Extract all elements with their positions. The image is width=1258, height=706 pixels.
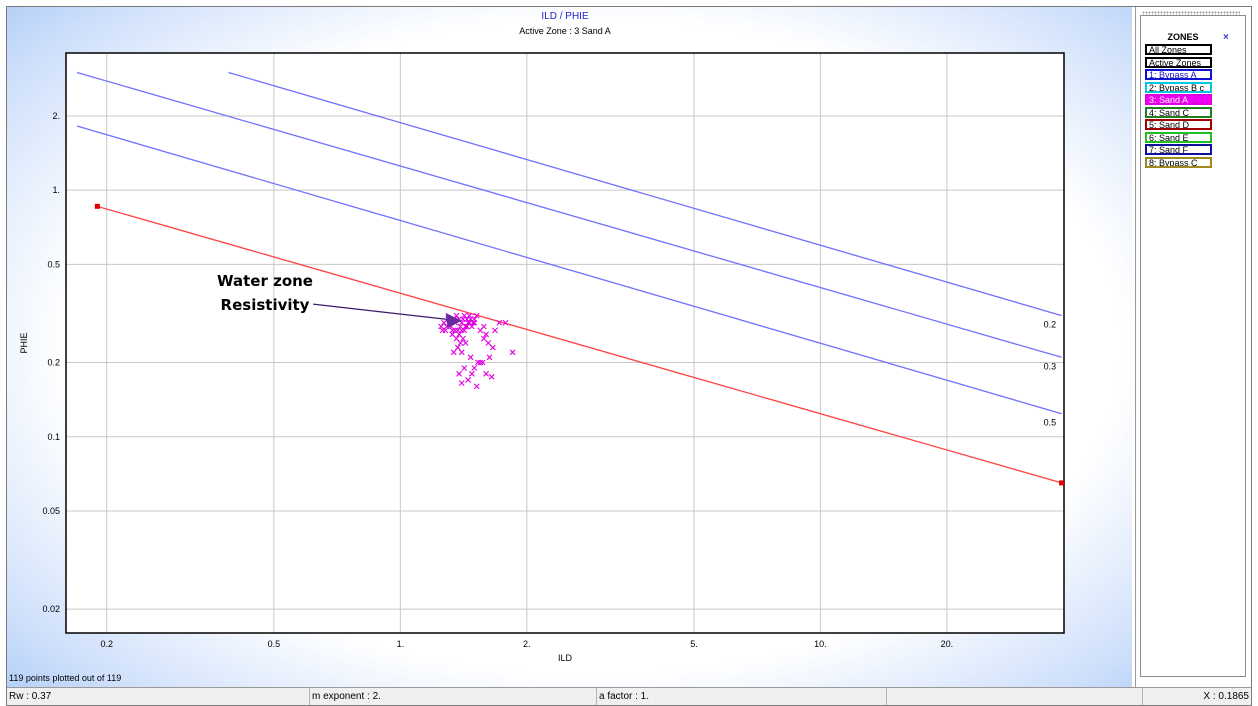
saturation-line-label: 0.5 xyxy=(1044,418,1057,428)
scatter-point xyxy=(453,335,460,342)
saturation-line-label: 0.2 xyxy=(1044,320,1057,330)
x-tick-label: 0.2 xyxy=(100,639,113,649)
scatter-point xyxy=(489,344,496,351)
scatter-point xyxy=(450,349,457,356)
annotation-line-2: Resistivity xyxy=(220,296,310,314)
plot-background xyxy=(66,53,1064,633)
zones-title: ZONES xyxy=(1167,32,1199,42)
chart-subtitle: Active Zone : 3 Sand A xyxy=(519,26,611,36)
m-exponent-status: m exponent : 2. xyxy=(310,688,597,705)
scatter-point xyxy=(488,373,495,380)
empty-status xyxy=(887,688,1143,705)
scatter-point xyxy=(461,365,468,371)
x-tick-label: 20. xyxy=(941,639,954,649)
scatter-point xyxy=(458,349,465,356)
scatter-point xyxy=(461,312,468,319)
scatter-point xyxy=(509,349,516,356)
scatter-point xyxy=(463,323,470,330)
scatter-point xyxy=(480,335,487,342)
x-tick-label: 10. xyxy=(814,639,827,649)
scatter-point xyxy=(462,340,469,346)
scatter-point xyxy=(485,340,492,346)
x-axis-label: ILD xyxy=(558,653,573,663)
y-axis-label: PHIE xyxy=(19,332,29,353)
scatter-point xyxy=(483,331,489,338)
status-bar: Rw : 0.37 m exponent : 2. a factor : 1. … xyxy=(7,687,1251,705)
zone-button[interactable]: 5: Sand D xyxy=(1145,119,1212,130)
zone-button[interactable]: 3: Sand A xyxy=(1145,94,1212,105)
scatter-point xyxy=(461,327,468,334)
zone-button[interactable]: 7: Sand F xyxy=(1145,144,1212,155)
y-tick-label: 1. xyxy=(52,185,60,195)
scatter-point xyxy=(456,370,462,377)
scatter-point xyxy=(473,383,480,390)
zone-button[interactable]: 8: Bypass C xyxy=(1145,156,1212,168)
scatter-point xyxy=(480,323,487,330)
x-tick-label: 5. xyxy=(690,639,698,649)
close-icon[interactable]: × xyxy=(1223,32,1229,43)
water-line-handle xyxy=(94,203,100,209)
saturation-line-0.3 xyxy=(76,71,1062,358)
water-line xyxy=(97,205,1062,484)
scatter-point xyxy=(479,359,486,366)
y-tick-label: 0.05 xyxy=(42,506,60,516)
plot-area[interactable]: 0.2 0.5 1. 2. 5. 10. 20. 0.02 0.05 0.1 0.2 0.5 1. 2. I… xyxy=(7,7,1132,687)
zone-button[interactable]: 1: Bypass A xyxy=(1145,69,1212,80)
y-tick-label: 0.2 xyxy=(47,358,60,368)
scatter-point xyxy=(453,312,460,319)
scatter-point xyxy=(468,323,475,330)
water-zone-annotation: Water zone Resistivity xyxy=(193,269,337,317)
scatter-point xyxy=(477,359,484,366)
x-tick-label: 1. xyxy=(397,639,405,649)
scatter-point xyxy=(502,319,509,326)
scatter-point xyxy=(458,380,465,387)
annotation-arrowhead xyxy=(445,312,462,328)
scatter-point xyxy=(454,344,461,351)
zones-panel: ZONES × All Zones Active Zones 1: Bypass A… xyxy=(1135,7,1248,687)
scatter-point xyxy=(492,327,498,334)
scatter-point xyxy=(470,319,476,326)
annotation-line-1: Water zone xyxy=(217,272,313,290)
scatter-point xyxy=(483,370,489,377)
ild-phie-crossplot[interactable]: 0.2 0.5 1. 2. 5. 10. 20. 0.02 0.05 0.1 0.2 0.5 1. 2. I… xyxy=(7,7,1132,687)
x-tick-label: 2. xyxy=(523,639,531,649)
x-tick-label: 0.5 xyxy=(268,639,281,649)
saturation-line-label: 0.3 xyxy=(1044,361,1057,371)
zone-button[interactable]: Active Zones xyxy=(1145,56,1212,68)
scatter-point xyxy=(471,319,478,326)
saturation-line-0.2 xyxy=(228,71,1062,317)
scatter-point xyxy=(496,319,503,326)
scatter-point xyxy=(468,370,475,377)
y-tick-label: 0.5 xyxy=(47,259,60,269)
scatter-point xyxy=(473,312,480,319)
scatter-point xyxy=(460,335,466,342)
zone-button[interactable]: All Zones xyxy=(1145,44,1212,55)
y-tick-label: 2. xyxy=(52,111,60,121)
a-factor-status: a factor : 1. xyxy=(597,688,887,705)
rw-status: Rw : 0.37 xyxy=(7,688,310,705)
scatter-point xyxy=(467,354,474,361)
plot-frame xyxy=(65,52,1065,634)
scatter-point xyxy=(449,327,456,334)
y-tick-label: 0.02 xyxy=(42,604,60,614)
zone-button[interactable]: 2: Bypass B c xyxy=(1145,81,1212,93)
scatter-point xyxy=(475,359,481,366)
zone-button[interactable]: 6: Sand E xyxy=(1145,131,1212,143)
scatter-point xyxy=(471,365,478,371)
zone-button[interactable]: 4: Sand C xyxy=(1145,106,1212,118)
water-line-handle xyxy=(1059,480,1065,486)
saturation-line-0.5 xyxy=(76,125,1062,415)
panel-grip-handle[interactable] xyxy=(1142,11,1240,17)
scatter-point xyxy=(466,312,473,319)
zones-list: ZONES × All Zones Active Zones 1: Bypass A… xyxy=(1140,15,1246,677)
x-coordinate-readout: X : 0.1865 xyxy=(1203,691,1249,702)
y-tick-label: 0.1 xyxy=(47,432,60,442)
chart-title: ILD / PHIE xyxy=(541,11,589,22)
annotation-arrow-line xyxy=(313,303,452,321)
scatter-point xyxy=(457,340,464,346)
points-plotted-label: 119 points plotted out of 119 xyxy=(9,673,122,683)
scatter-point xyxy=(465,377,472,383)
scatter-point xyxy=(486,354,493,361)
crossplot-window: 0.2 0.5 1. 2. 5. 10. 20. 0.02 0.05 0.1 0.2 0.5 1. 2. I… xyxy=(6,6,1252,706)
